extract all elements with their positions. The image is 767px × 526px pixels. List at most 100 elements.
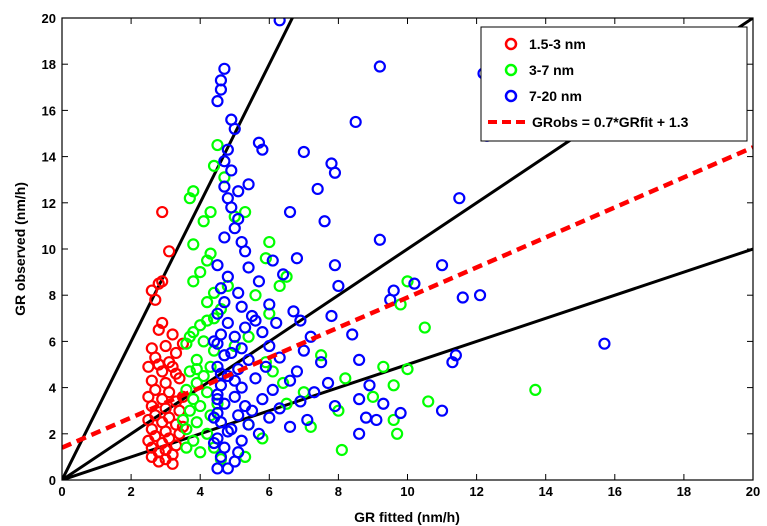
data-point	[218, 296, 231, 309]
data-point	[201, 427, 214, 440]
data-point	[321, 376, 335, 390]
data-point	[387, 413, 400, 427]
data-point	[325, 309, 338, 323]
data-point	[211, 393, 224, 406]
data-point	[204, 247, 217, 260]
data-point	[207, 335, 221, 348]
legend-marker-series-1	[504, 37, 518, 51]
y-axis-label: GR observed (nm/h)	[12, 182, 28, 316]
data-point	[259, 252, 272, 265]
data-point	[228, 222, 241, 235]
data-point	[529, 383, 542, 397]
data-point	[242, 418, 255, 431]
data-point	[287, 305, 300, 318]
y-tick-label: 10	[42, 242, 56, 257]
data-point	[328, 399, 342, 413]
data-point	[194, 399, 207, 413]
data-point	[166, 457, 179, 470]
data-point	[377, 397, 390, 410]
data-point	[273, 402, 286, 415]
data-point	[435, 259, 449, 272]
data-point	[207, 436, 221, 450]
data-point	[218, 231, 231, 244]
data-point	[228, 330, 241, 343]
data-point	[149, 383, 162, 397]
data-point	[221, 462, 234, 475]
data-point	[187, 238, 200, 251]
data-point	[449, 349, 462, 362]
data-point	[277, 376, 290, 390]
x-tick-label: 16	[608, 484, 622, 499]
y-axis-ticks: 0 2 4 6 8 10 12 14 16 18 20	[42, 11, 753, 488]
data-point	[242, 178, 255, 191]
data-point	[232, 409, 245, 422]
legend-label-series-3: 7-20 nm	[529, 88, 582, 104]
y-tick-label: 2	[49, 427, 56, 442]
data-point	[252, 427, 266, 440]
legend: 1.5-3 nm 3-7 nm 7-20 nm GRobs = 0.7*GRfi…	[480, 26, 748, 142]
data-point	[187, 185, 200, 198]
data-point	[332, 279, 345, 293]
legend-box	[480, 26, 748, 142]
data-point	[252, 136, 266, 149]
data-point	[159, 425, 172, 438]
data-point	[373, 233, 386, 246]
data-point	[256, 326, 269, 339]
x-tick-label: 12	[469, 484, 483, 499]
x-tick-label: 6	[266, 484, 273, 499]
data-point	[169, 346, 183, 360]
data-point	[173, 372, 186, 385]
data-point	[180, 337, 193, 350]
data-point	[273, 18, 286, 27]
data-point	[363, 379, 376, 392]
data-point	[249, 314, 262, 327]
legend-label-series-1: 1.5-3 nm	[529, 36, 586, 52]
data-point	[349, 115, 362, 129]
data-point	[308, 386, 321, 399]
data-point	[190, 363, 203, 376]
data-point	[290, 252, 304, 265]
data-point	[391, 427, 404, 440]
data-point	[194, 319, 207, 332]
data-point	[283, 374, 297, 387]
data-point	[256, 143, 269, 156]
data-point	[201, 254, 214, 267]
data-point	[294, 395, 307, 408]
data-point	[270, 316, 283, 330]
legend-marker-series-2	[504, 63, 518, 77]
y-tick-label: 20	[42, 11, 56, 26]
data-point	[328, 166, 342, 179]
data-point	[294, 314, 307, 327]
data-point	[304, 420, 317, 433]
legend-marker-series-3	[504, 89, 518, 103]
x-tick-label: 14	[538, 484, 553, 499]
data-point	[259, 360, 272, 373]
data-point	[277, 268, 290, 281]
data-point	[339, 372, 352, 385]
series-3-points	[207, 18, 611, 475]
data-point	[214, 450, 228, 463]
data-point	[232, 286, 245, 299]
data-point	[190, 416, 203, 429]
y-tick-label: 12	[42, 196, 56, 211]
data-point	[163, 386, 176, 399]
x-tick-label: 20	[746, 484, 760, 499]
data-point	[228, 390, 241, 403]
data-point	[218, 349, 231, 362]
data-point	[149, 351, 162, 364]
data-point	[311, 182, 324, 196]
data-point	[228, 455, 241, 468]
data-point	[473, 289, 487, 302]
y-tick-label: 16	[42, 103, 56, 118]
data-point	[353, 427, 366, 440]
x-tick-label: 18	[677, 484, 691, 499]
data-point	[401, 363, 414, 376]
data-point	[156, 275, 169, 288]
data-point	[145, 423, 158, 436]
data-point	[183, 365, 196, 378]
data-point	[315, 356, 328, 369]
data-point	[263, 339, 276, 353]
data-point	[211, 138, 224, 152]
data-point	[370, 413, 383, 427]
